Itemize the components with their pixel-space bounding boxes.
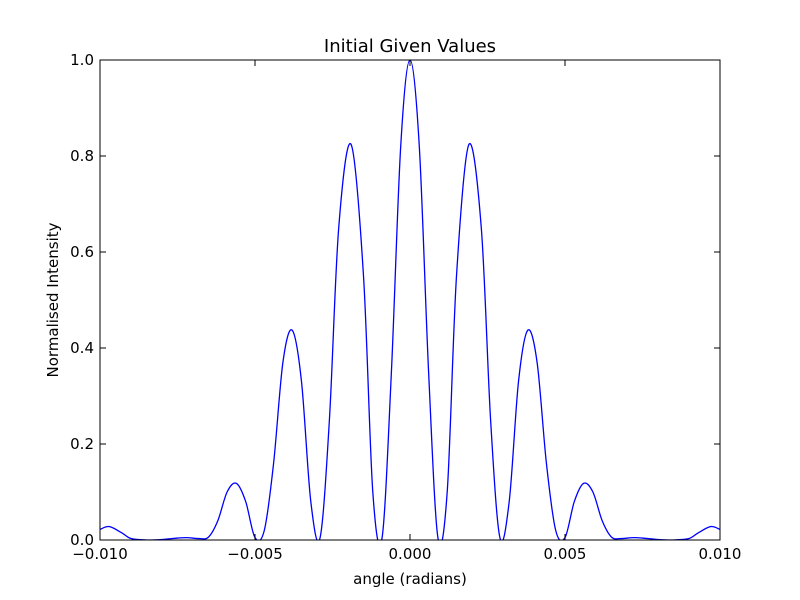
y-axis-label: Normalised Intensity [44,222,62,377]
x-tick-label: 0.010 [699,545,742,563]
series-layer [100,60,720,540]
x-axis-label: angle (radians) [353,570,467,588]
y-tick-label: 0.2 [70,435,94,453]
plot-background [100,60,720,540]
x-tick-label: −0.005 [227,545,283,563]
x-tick-label: −0.010 [72,545,128,563]
y-tick-label: 1.0 [70,51,94,69]
chart-title: Initial Given Values [324,36,496,57]
y-tick-label: 0.4 [70,339,94,357]
y-tick-label: 0.6 [70,243,94,261]
tick-layer: −0.010 −0.005 0.000 0.005 0.010 0.0 0.2 0.4 0.6 0… [70,51,741,563]
y-tick-label: 0.8 [70,147,94,165]
y-tick-label: 0.0 [70,531,94,549]
x-tick-label: 0.000 [389,545,432,563]
x-tick-label: 0.005 [544,545,587,563]
plot-frame [99,59,721,541]
series-line-0 [100,60,720,540]
